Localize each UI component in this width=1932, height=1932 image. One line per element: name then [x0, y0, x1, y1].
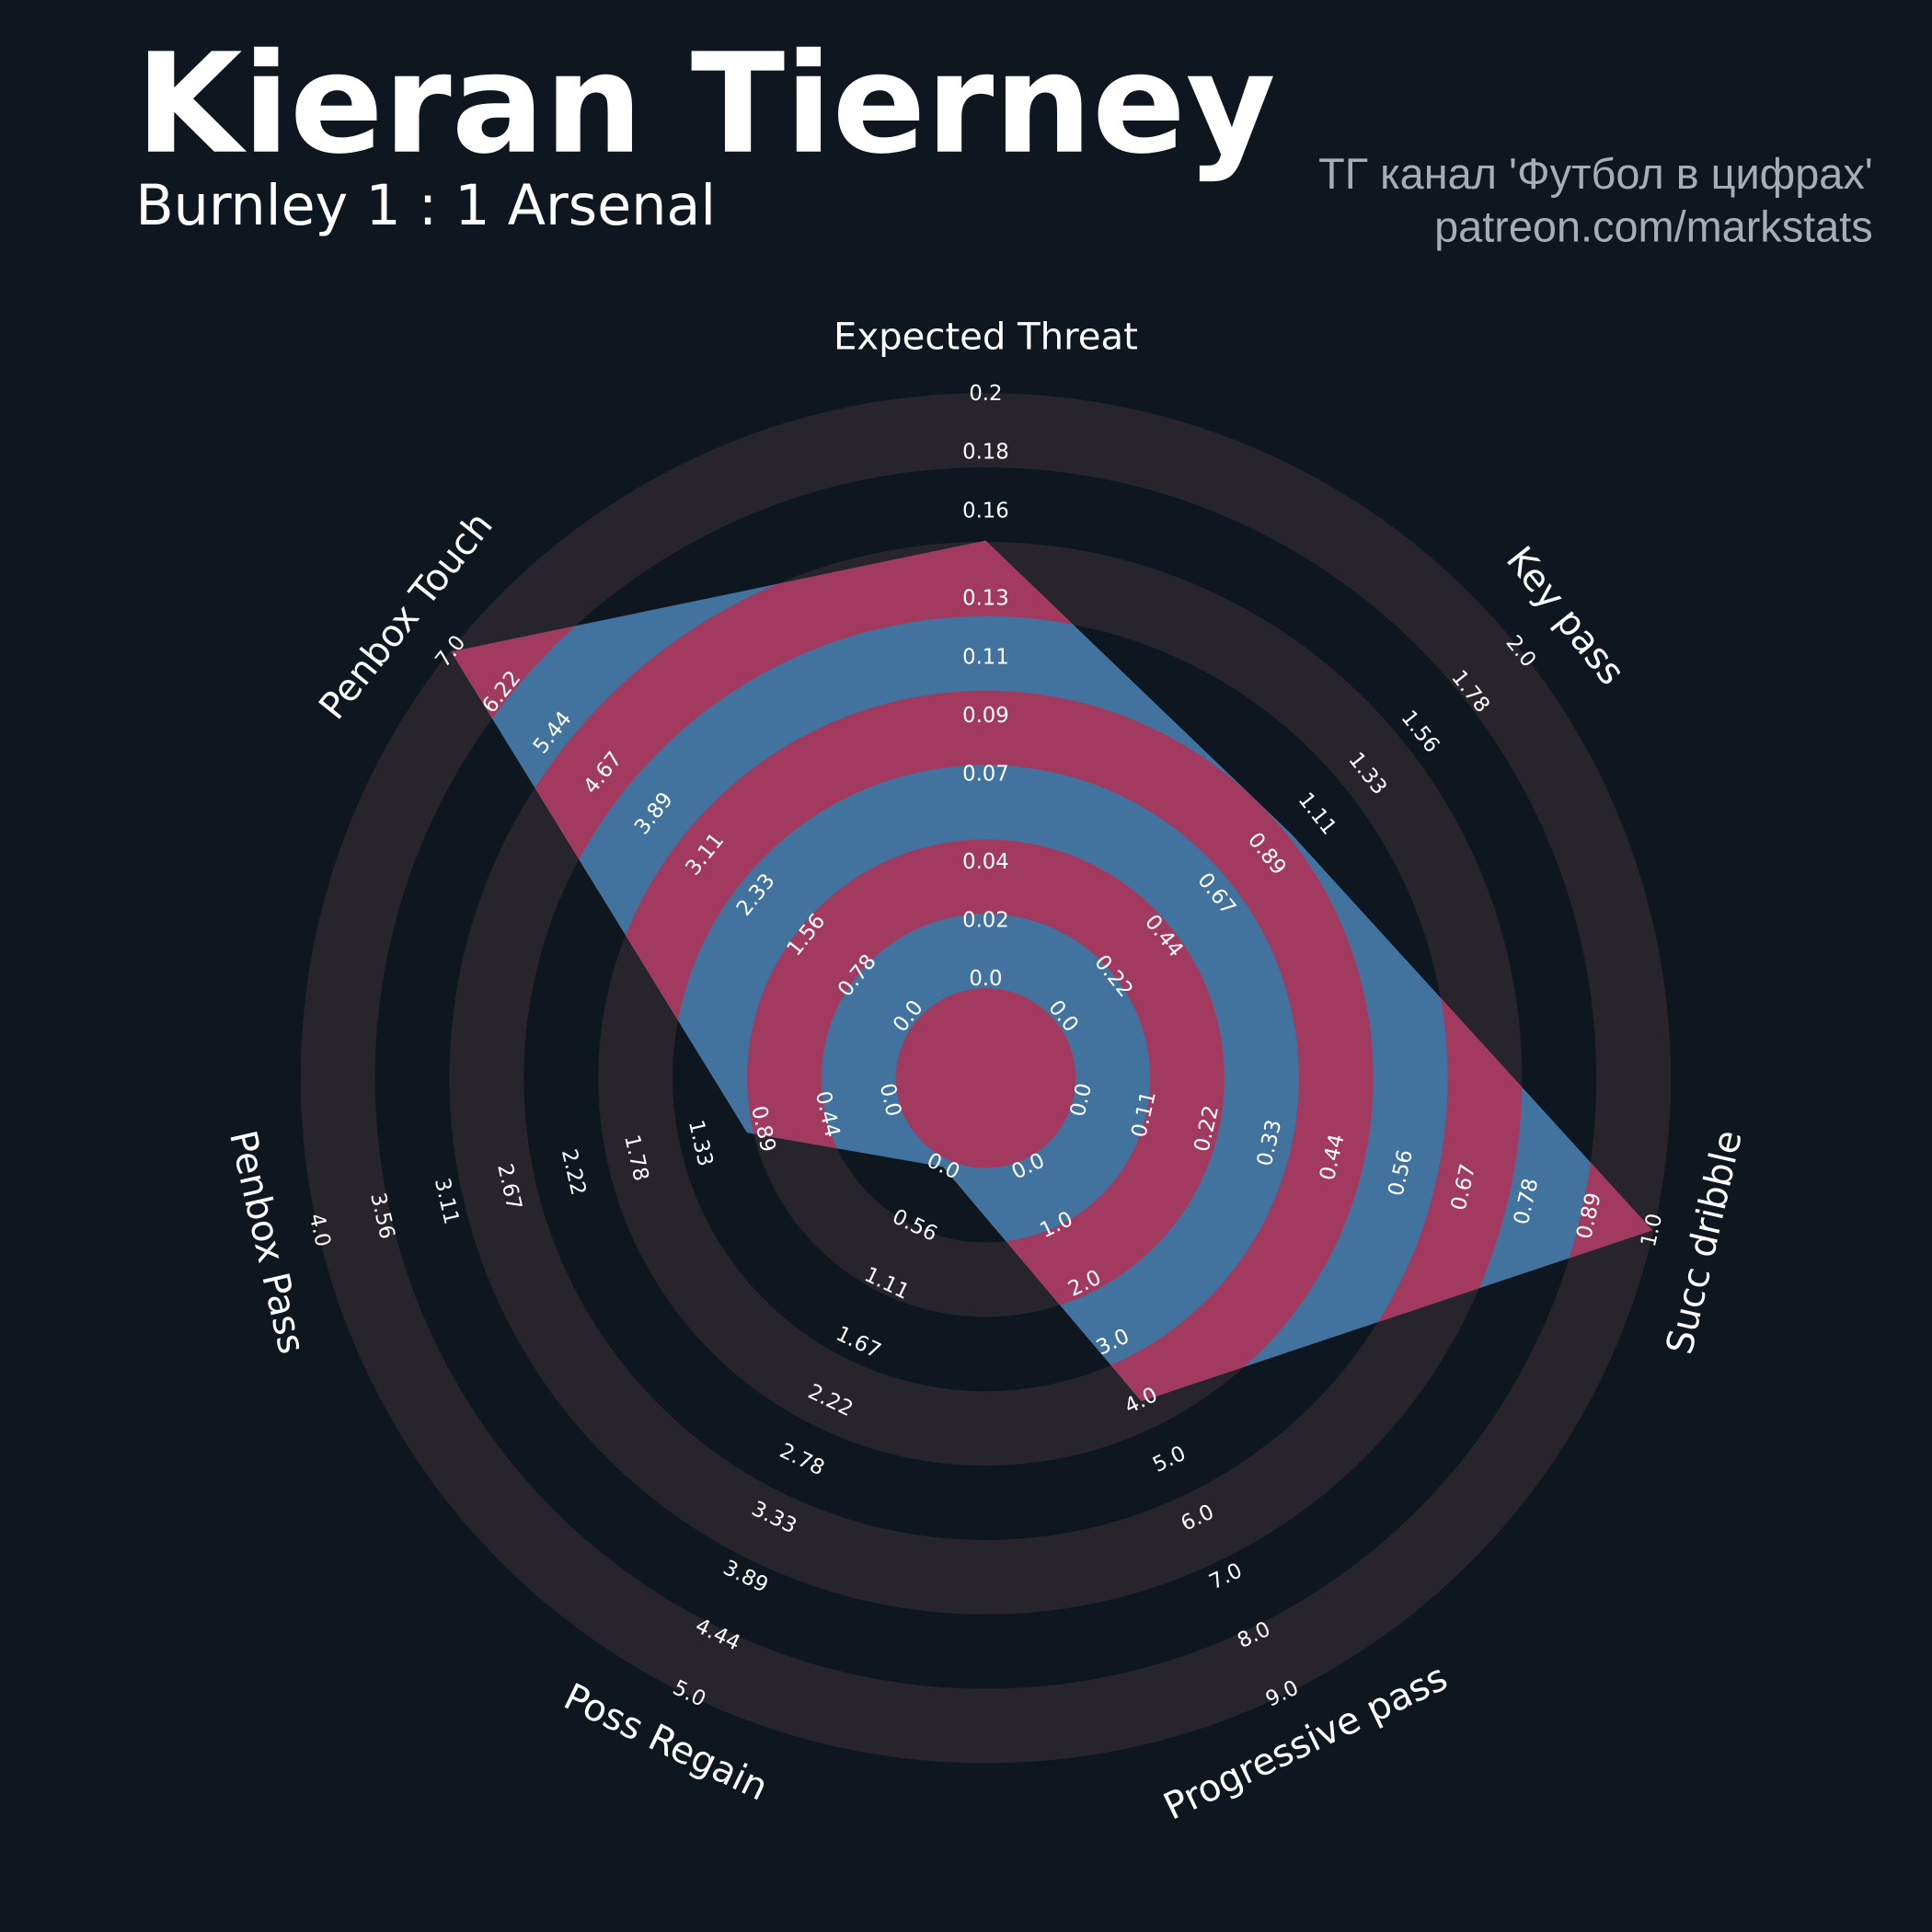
tick-label: 0.09: [962, 704, 1009, 728]
tick-label: 0.18: [962, 441, 1009, 465]
axis-label: Expected Threat: [834, 316, 1138, 358]
ring-fill: [895, 988, 1076, 1168]
tick-label: 0.16: [962, 499, 1009, 523]
chart-title: Kieran Tierney: [135, 25, 1275, 185]
tick-label: 0.2: [969, 382, 1002, 406]
tick-label: 0.04: [962, 850, 1009, 874]
credit: ТГ канал 'Футбол в цифрах': [1318, 150, 1873, 198]
credit: patreon.com/markstats: [1434, 203, 1873, 251]
tick-label: 0.0: [969, 967, 1002, 991]
chart-subtitle: Burnley 1 : 1 Arsenal: [135, 174, 716, 238]
tick-label: 0.02: [962, 909, 1009, 933]
tick-label: 0.13: [962, 587, 1009, 611]
tick-label: 0.11: [962, 645, 1009, 669]
tick-label: 0.07: [962, 763, 1009, 787]
